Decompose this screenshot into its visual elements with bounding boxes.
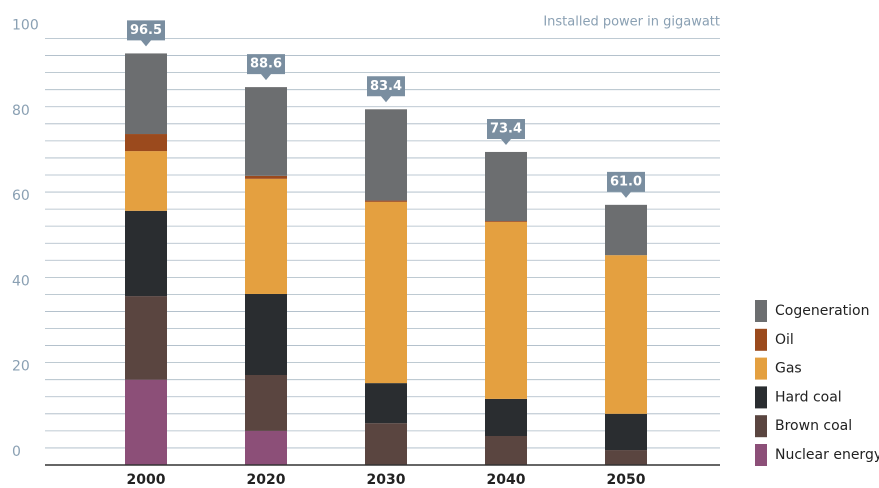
y-tick-label: 20 (12, 359, 30, 375)
bar-segment (485, 435, 527, 465)
bar-segment (245, 293, 287, 376)
y-tick-label: 0 (12, 444, 21, 460)
bar-segment (125, 134, 167, 152)
bar-segment (365, 201, 407, 384)
bar-segment (245, 175, 287, 179)
legend-swatch (755, 386, 767, 409)
legend-label: Cogeneration (775, 303, 869, 319)
legend-swatch (755, 357, 767, 380)
legend-label: Nuclear energy (775, 447, 879, 463)
bar-segment (365, 200, 407, 202)
total-label: 96.5 (130, 23, 162, 38)
bar-segment (485, 221, 527, 222)
bar-segment (125, 210, 167, 297)
bar-segment (245, 178, 287, 294)
total-label: 88.6 (250, 57, 282, 72)
bar-segment (605, 450, 647, 465)
bar-segment (605, 204, 647, 256)
bar-segment (365, 109, 407, 201)
total-callout (127, 20, 165, 47)
total-label: 61.0 (610, 174, 642, 189)
bar-segment (365, 383, 407, 424)
legend-label: Oil (775, 332, 794, 348)
bar-segment (125, 151, 167, 211)
bar-segment (125, 296, 167, 380)
y-tick-label: 40 (12, 273, 30, 289)
legend-swatch (755, 300, 767, 322)
legend-swatch (755, 444, 767, 466)
legend-swatch (755, 328, 767, 351)
bar-segment (365, 423, 407, 465)
x-tick-label: 2050 (607, 472, 646, 488)
x-tick-label: 2020 (247, 472, 286, 488)
total-callout (487, 118, 525, 145)
total-callout (367, 76, 405, 103)
bar-segment (245, 87, 287, 176)
y-tick-label: 100 (12, 18, 39, 34)
total-label: 73.4 (490, 121, 522, 136)
total-callout (247, 54, 285, 81)
bar-segment (485, 221, 527, 399)
legend-label: Gas (775, 361, 802, 377)
bar-segment (605, 413, 647, 451)
bar-segment (605, 255, 647, 414)
x-tick-label: 2030 (367, 472, 406, 488)
legend-swatch (755, 415, 767, 438)
x-tick-label: 2040 (487, 472, 526, 488)
bar-segment (245, 375, 287, 431)
y-tick-label: 60 (12, 188, 30, 204)
total-callout (607, 171, 645, 198)
bar-segment (485, 151, 527, 222)
bar-segment (485, 398, 527, 436)
axis-label: Installed power in gigawatt (543, 15, 720, 30)
bar-segment (125, 53, 167, 135)
y-tick-label: 80 (12, 103, 30, 119)
bar-segment (245, 430, 287, 465)
bar-segment (125, 379, 167, 465)
legend-label: Brown coal (775, 418, 852, 434)
total-label: 83.4 (370, 79, 402, 94)
x-tick-label: 2000 (127, 472, 166, 488)
legend-label: Hard coal (775, 389, 842, 405)
